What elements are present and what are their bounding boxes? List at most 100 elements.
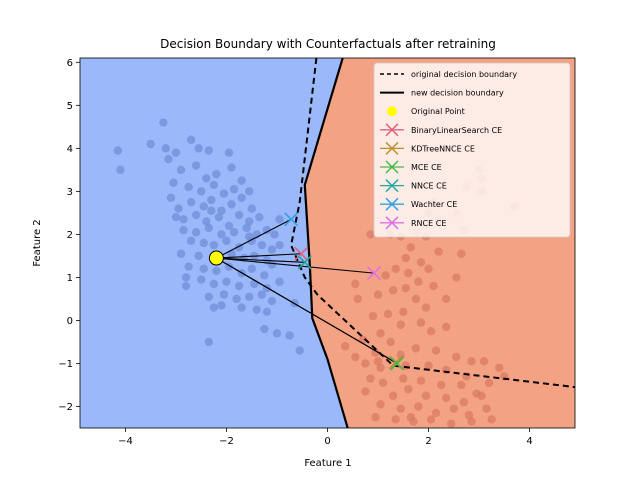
class1-point (376, 363, 385, 372)
chart-title: Decision Boundary with Counterfactuals a… (160, 37, 496, 51)
class1-point (371, 348, 380, 357)
counterfactual-marker-stroke (297, 255, 312, 270)
class0-point (227, 200, 236, 209)
class0-point (161, 144, 171, 153)
class0-point (262, 307, 272, 317)
class1-point (416, 258, 426, 267)
class0-point (224, 148, 234, 157)
class1-point (353, 294, 363, 304)
legend-label: NNCE CE (411, 182, 447, 191)
class0-point (272, 329, 282, 338)
class0-point (209, 240, 219, 250)
legend-item: new decision boundary (380, 89, 504, 98)
class1-point (477, 391, 486, 400)
class1-point (484, 378, 494, 388)
class1-point (487, 415, 496, 424)
class1-point (366, 230, 375, 239)
class0-point (199, 264, 208, 274)
class1-point (424, 264, 433, 274)
class0-point (237, 303, 246, 312)
y-tick-label: −1 (58, 359, 73, 370)
class0-point (234, 210, 244, 220)
class1-point (399, 307, 408, 317)
class1-point (399, 374, 408, 383)
class1-point (371, 413, 380, 422)
class0-point (267, 260, 277, 269)
class0-point (204, 292, 214, 301)
class1-point (436, 380, 446, 390)
class1-point (391, 415, 400, 424)
class1-point (467, 357, 476, 366)
counterfactual-line (216, 253, 302, 259)
class1-point (404, 385, 413, 394)
class0-point (204, 337, 214, 347)
class0-point (209, 303, 219, 312)
class0-point (214, 212, 224, 222)
class0-point (237, 176, 246, 185)
y-tick-label: 0 (67, 316, 73, 327)
original-decision-boundary (290, 58, 575, 389)
class0-point (275, 277, 284, 286)
class1-point (396, 320, 405, 329)
x-tick-label: 2 (425, 436, 431, 447)
class1-point (378, 378, 388, 388)
class1-point (452, 352, 461, 362)
class0-point (219, 189, 229, 198)
class0-point (191, 161, 201, 170)
class0-point (285, 331, 294, 340)
class0-point (252, 305, 261, 314)
class1-point (373, 290, 383, 299)
class1-point (401, 253, 410, 263)
class0-point (184, 182, 193, 192)
class0-point (250, 279, 259, 289)
legend-item: NNCE CE (380, 179, 447, 193)
counterfactual-marker-stroke (284, 212, 299, 227)
class0-point (267, 245, 277, 254)
x-tick-label: −2 (219, 436, 234, 447)
legend-x-marker (385, 123, 399, 137)
class1-point (351, 352, 360, 362)
class0-point (171, 148, 181, 157)
class0-point (181, 281, 191, 291)
class0-point (159, 118, 168, 127)
class1-point (429, 281, 438, 291)
class0-point (179, 215, 188, 224)
legend-x-marker (385, 160, 399, 174)
legend: original decision boundary new decision b… (373, 62, 571, 238)
legend-item: BinaryLinearSearch CE (380, 123, 502, 137)
legend-x-marker (385, 197, 399, 211)
class1-point (441, 294, 451, 304)
legend-label: RNCE CE (411, 219, 446, 228)
new-decision-boundary (303, 58, 349, 428)
class1-point (431, 346, 441, 355)
class1-point (457, 380, 466, 390)
class0-point (247, 264, 256, 274)
x-axis-label: Feature 1 (304, 458, 351, 469)
counterfactual-markers (284, 212, 405, 371)
y-tick-label: 2 (67, 230, 73, 241)
class0-point (186, 197, 196, 207)
class1-point (401, 283, 410, 293)
class0-point (257, 290, 267, 299)
class0-point (212, 169, 221, 179)
x-tick-label: −4 (118, 436, 133, 447)
class0-point (209, 279, 219, 289)
class1-point (391, 264, 400, 274)
class1-point (406, 413, 416, 422)
class1-point (376, 329, 385, 338)
class0-point (245, 292, 254, 301)
class0-point (255, 212, 264, 222)
class0-point (197, 187, 206, 196)
class1-point (383, 309, 393, 319)
class0-point (212, 266, 221, 276)
y-axis-label: Feature 2 (32, 219, 43, 266)
class1-point (366, 374, 375, 383)
class1-point (411, 294, 421, 304)
class1-point (411, 344, 421, 353)
class0-point (242, 223, 251, 233)
class1-point (479, 357, 489, 366)
class0-point (257, 240, 267, 250)
counterfactual-marker-stroke (390, 356, 405, 371)
class1-point (381, 271, 390, 280)
class0-point (186, 135, 196, 144)
